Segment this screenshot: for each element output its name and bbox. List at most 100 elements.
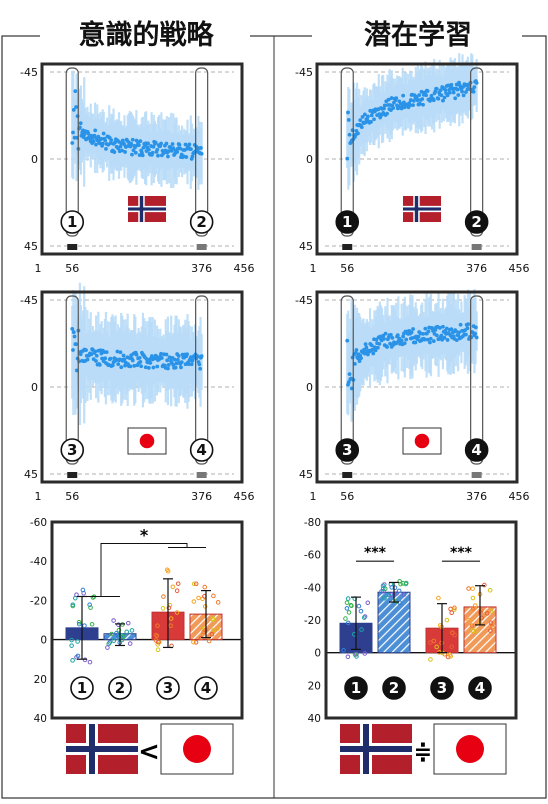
y-tick-label: -45 [20, 66, 38, 79]
data-point [166, 363, 171, 367]
block-marker-label: 2 [196, 213, 206, 231]
x-tick-label: 456 [234, 262, 255, 275]
data-point [362, 347, 366, 352]
x-tick-label: 56 [340, 490, 354, 503]
data-point [141, 145, 146, 150]
block-bar-end [471, 244, 482, 250]
data-point [115, 349, 120, 354]
data-point [411, 98, 416, 103]
individual-point [451, 607, 457, 612]
individual-point [191, 581, 197, 587]
individual-point [345, 654, 351, 660]
y-tick-label: -45 [20, 294, 38, 307]
individual-point [392, 585, 398, 591]
data-point [445, 93, 450, 98]
individual-point [155, 639, 161, 645]
data-point [132, 363, 137, 368]
data-point [454, 338, 459, 343]
data-point [454, 329, 458, 334]
individual-point [361, 615, 367, 620]
individual-point [69, 643, 74, 648]
data-point [345, 338, 350, 343]
individual-point [76, 621, 82, 627]
block-window [65, 295, 79, 465]
individual-point [400, 581, 406, 586]
data-point [359, 356, 363, 361]
data-point [423, 326, 428, 331]
data-point [352, 361, 357, 366]
individual-point [470, 586, 475, 591]
block-marker: 4 [189, 438, 214, 462]
individual-point [381, 588, 386, 594]
data-point [130, 358, 135, 363]
data-point [471, 89, 476, 94]
data-point [116, 362, 121, 367]
data-point [128, 364, 133, 369]
data-point [425, 337, 430, 342]
x-tick-label: 456 [509, 490, 530, 503]
individual-point [348, 602, 354, 608]
block-marker: 3 [335, 438, 360, 462]
data-point [472, 85, 477, 90]
y-tick-label: -45 [295, 66, 313, 79]
data-point [373, 348, 378, 353]
scatter-frame [315, 62, 519, 256]
data-point [382, 337, 386, 341]
data-point [96, 134, 101, 139]
data-point [401, 334, 406, 339]
individual-point [175, 581, 181, 586]
data-point [455, 87, 460, 92]
individual-point [164, 567, 170, 573]
data-point [82, 132, 87, 137]
block-marker: 3 [60, 438, 85, 462]
data-point [416, 334, 421, 339]
individual-point [403, 581, 409, 587]
individual-point [76, 619, 82, 625]
data-point [439, 333, 444, 338]
individual-point [174, 588, 180, 594]
data-point [118, 350, 123, 355]
data-point [130, 137, 135, 142]
data-point [148, 361, 153, 365]
data-point [428, 340, 432, 345]
data-point [93, 349, 98, 354]
data-point [137, 153, 142, 157]
data-point [357, 359, 362, 363]
data-point [123, 150, 127, 154]
individual-point [344, 606, 350, 611]
individual-point [344, 600, 350, 605]
y-tick-label: -80 [304, 517, 321, 529]
significance-label: *** [364, 545, 387, 561]
x-tick-label: 456 [509, 262, 530, 275]
data-point [445, 338, 450, 342]
individual-point [155, 623, 160, 629]
block-marker-label: 1 [342, 213, 352, 231]
individual-point [160, 606, 166, 611]
data-point [118, 144, 123, 149]
data-point [139, 364, 144, 369]
block-marker-label: 2 [115, 679, 125, 697]
data-point [94, 142, 98, 147]
data-point [146, 141, 150, 146]
block-bar-end [196, 472, 207, 478]
y-tick-label: -60 [304, 550, 321, 562]
data-point [411, 327, 415, 331]
data-point [441, 324, 445, 329]
block-marker-label: 2 [389, 679, 399, 697]
block-marker-label: 4 [201, 679, 211, 697]
data-point [75, 114, 80, 119]
individual-point [484, 611, 490, 616]
bar-panel-right-bottom: 1 2 3 4 *** *** -80 -60 -40 -20 0 20 40 [304, 517, 518, 725]
individual-point [397, 578, 402, 584]
block-marker: 3 [430, 676, 454, 700]
data-point [184, 155, 189, 159]
data-point [428, 336, 433, 341]
y-tick-label: -20 [304, 615, 321, 627]
individual-point [154, 633, 160, 639]
y-tick-label: 0 [306, 153, 313, 166]
data-point [97, 362, 102, 367]
individual-point [211, 627, 216, 633]
individual-point [469, 623, 475, 628]
individual-point [434, 644, 439, 650]
individual-point [88, 605, 93, 610]
